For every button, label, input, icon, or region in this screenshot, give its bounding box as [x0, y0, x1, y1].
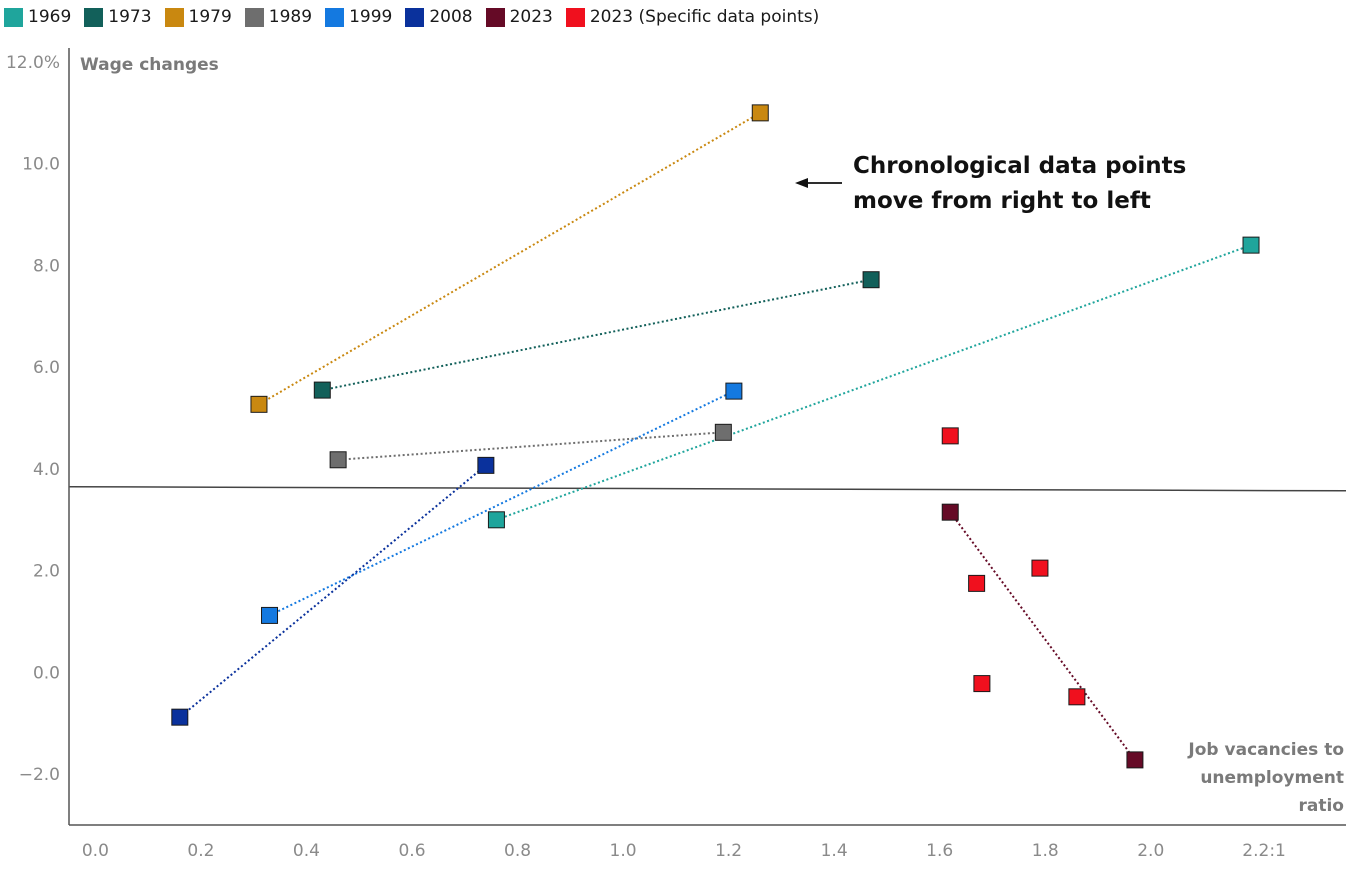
data-point: [1126, 751, 1144, 769]
series-line: [179, 464, 487, 718]
x-tick-label: 0.2: [187, 841, 214, 861]
legend-item: 1999: [325, 7, 392, 27]
legend-swatch: [325, 7, 345, 27]
annotation-text: move from right to left: [853, 188, 1151, 214]
legend-item: 2008: [405, 7, 473, 27]
x-tick-label: 1.8: [1032, 841, 1059, 861]
annotation-arrow-head: [795, 178, 808, 188]
data-point: [941, 503, 959, 521]
data-point: [487, 511, 505, 529]
legend-swatch: [244, 7, 264, 27]
data-point: [862, 271, 880, 289]
legend-swatch: [164, 7, 184, 27]
reference-line: [68, 485, 1346, 492]
y-tick-label: 0.0: [33, 663, 60, 683]
series-line: [269, 390, 735, 617]
data-point: [171, 708, 189, 726]
x-tick-label: 0.0: [82, 841, 109, 861]
legend-swatch: [565, 7, 585, 27]
y-tick-label: −2.0: [19, 765, 60, 785]
series-line: [496, 244, 1252, 521]
legend-item: 2023 (Specific data points): [565, 7, 820, 27]
series-line: [258, 112, 761, 406]
legend-label: 1989: [268, 7, 313, 27]
x-axis-title: Job vacancies to: [1187, 740, 1344, 760]
annotation-text: Chronological data points: [853, 153, 1186, 179]
x-axis-title: ratio: [1299, 796, 1345, 816]
x-tick-label: 2.2:1: [1242, 841, 1286, 861]
data-point: [714, 423, 732, 441]
legend-label: 1999: [349, 7, 393, 27]
data-point: [725, 382, 743, 400]
x-tick-label: 1.2: [715, 841, 742, 861]
x-tick-label: 0.4: [293, 841, 320, 861]
data-point: [1031, 559, 1049, 577]
y-tick-label: 6.0: [33, 358, 60, 378]
x-tick-label: 0.8: [504, 841, 531, 861]
data-point: [973, 675, 991, 693]
legend-item: 1973: [84, 7, 152, 27]
x-tick-label: 1.0: [610, 841, 637, 861]
legend-item: 1979: [164, 7, 232, 27]
data-point: [1242, 236, 1260, 254]
axes: 12.0% 10.0 8.0 6.0 4.0 2.0 0.0 −2.0 0.0 0.2 0.4 0.6…: [6, 48, 1346, 861]
data-point: [968, 574, 986, 592]
legend-label: 2023 (Specific data points): [589, 7, 820, 27]
x-tick-label: 1.4: [821, 841, 848, 861]
reference-line-layer: [68, 485, 1346, 492]
legend-item: 2023: [485, 7, 553, 27]
data-point: [477, 456, 495, 474]
series-layer: [171, 104, 1260, 769]
legend-swatch: [84, 7, 104, 27]
y-axis-title: Wage changes: [80, 55, 219, 75]
y-tick-label: 2.0: [33, 562, 60, 582]
data-point: [1068, 688, 1086, 706]
legend-swatch: [405, 7, 425, 27]
x-tick-label: 2.0: [1137, 841, 1164, 861]
data-point: [751, 104, 769, 122]
y-tick-label: 12.0%: [6, 53, 60, 73]
data-point: [313, 381, 331, 399]
x-axis-title: unemployment: [1200, 768, 1344, 788]
y-tick-label: 8.0: [33, 256, 60, 276]
legend-item: 1969: [4, 7, 71, 27]
legend: 1969 1973 1979 1989 1999 2008 2023 2023 (Specif…: [4, 4, 832, 30]
legend-swatch: [485, 7, 505, 27]
x-tick-label: 1.6: [926, 841, 953, 861]
legend-label: 1969: [28, 7, 72, 27]
data-point: [261, 606, 279, 624]
legend-item: 1989: [244, 7, 313, 27]
legend-label: 2023: [509, 7, 553, 27]
data-point: [329, 451, 347, 469]
y-tick-label: 10.0: [22, 155, 60, 175]
series-line: [949, 511, 1136, 761]
y-tick-label: 4.0: [33, 460, 60, 480]
series-line: [322, 278, 872, 392]
data-point: [941, 427, 959, 445]
legend-label: 2008: [429, 7, 473, 27]
legend-label: 1979: [188, 7, 232, 27]
legend-swatch: [4, 7, 23, 27]
labels: Wage changes Job vacancies to unemployment…: [80, 55, 1344, 816]
data-point: [250, 395, 268, 413]
series-line: [338, 431, 724, 461]
legend-label: 1973: [108, 7, 152, 27]
x-tick-label: 0.6: [398, 841, 425, 861]
